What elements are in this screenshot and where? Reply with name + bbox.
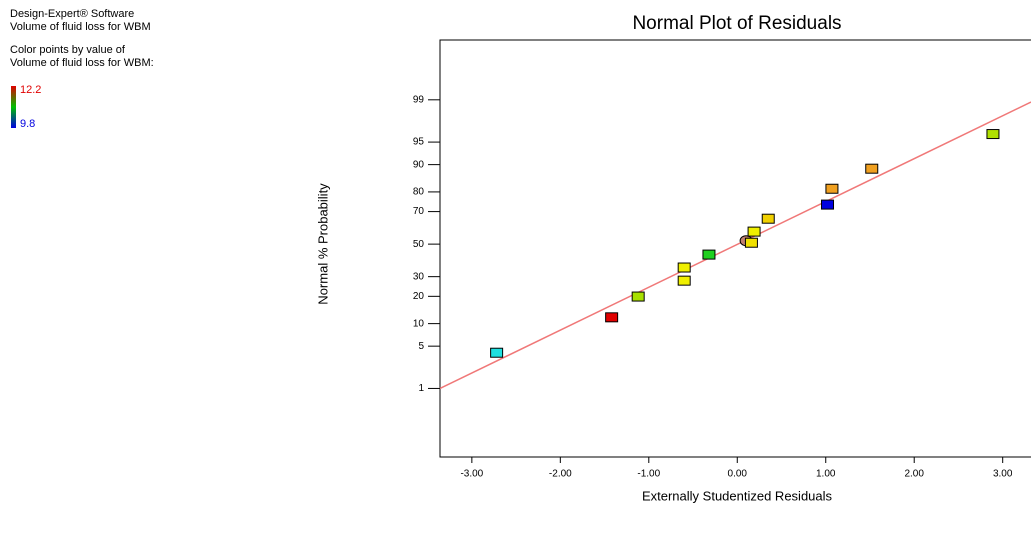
point xyxy=(821,199,835,210)
y-axis-label: Normal % Probability xyxy=(315,183,330,305)
x-tick-label: 0.00 xyxy=(728,469,748,480)
color-scale-min: 9.8 xyxy=(20,118,35,130)
point xyxy=(761,213,775,224)
y-tick-label: 80 xyxy=(413,187,425,198)
y-tick-label: 20 xyxy=(413,291,425,302)
y-tick-label: 30 xyxy=(413,271,425,282)
software-label: Design-Expert® Software xyxy=(10,8,134,20)
x-tick-label: -1.00 xyxy=(637,469,660,480)
point xyxy=(825,183,839,194)
point xyxy=(865,163,879,174)
plot-frame xyxy=(439,39,1031,458)
y-tick-label: 99 xyxy=(413,94,425,105)
color-response: Volume of fluid loss for WBM: xyxy=(10,57,154,69)
color-note: Color points by value of xyxy=(10,44,126,56)
point xyxy=(677,275,691,286)
point xyxy=(631,291,645,302)
y-tick-label: 1 xyxy=(418,383,424,394)
x-tick-label: 2.00 xyxy=(904,469,924,480)
chart-title: Normal Plot of Residuals xyxy=(632,13,841,34)
x-tick-label: 3.00 xyxy=(993,469,1013,480)
y-tick-label: 70 xyxy=(413,206,425,217)
response-label: Volume of fluid loss for WBM xyxy=(10,21,151,33)
fit-line xyxy=(439,101,1031,390)
x-axis-label: Externally Studentized Residuals xyxy=(642,488,833,503)
x-tick-label: 1.00 xyxy=(816,469,836,480)
info-panel: Design-Expert® Software Volume of fluid … xyxy=(10,8,154,130)
color-scale-max: 12.2 xyxy=(20,84,41,96)
x-tick-label: -3.00 xyxy=(460,469,483,480)
point xyxy=(986,129,1000,140)
color-scale-bar xyxy=(11,86,16,128)
y-tick-label: 90 xyxy=(413,159,425,170)
point xyxy=(744,237,758,248)
y-tick-label: 10 xyxy=(413,318,425,329)
x-tick-label: -2.00 xyxy=(549,469,572,480)
point xyxy=(677,262,691,273)
y-tick-label: 5 xyxy=(418,341,424,352)
point xyxy=(702,249,716,260)
point xyxy=(490,347,504,358)
point xyxy=(747,226,761,237)
y-tick-label: 95 xyxy=(413,137,425,148)
y-tick-label: 50 xyxy=(413,239,425,250)
point xyxy=(605,312,619,323)
